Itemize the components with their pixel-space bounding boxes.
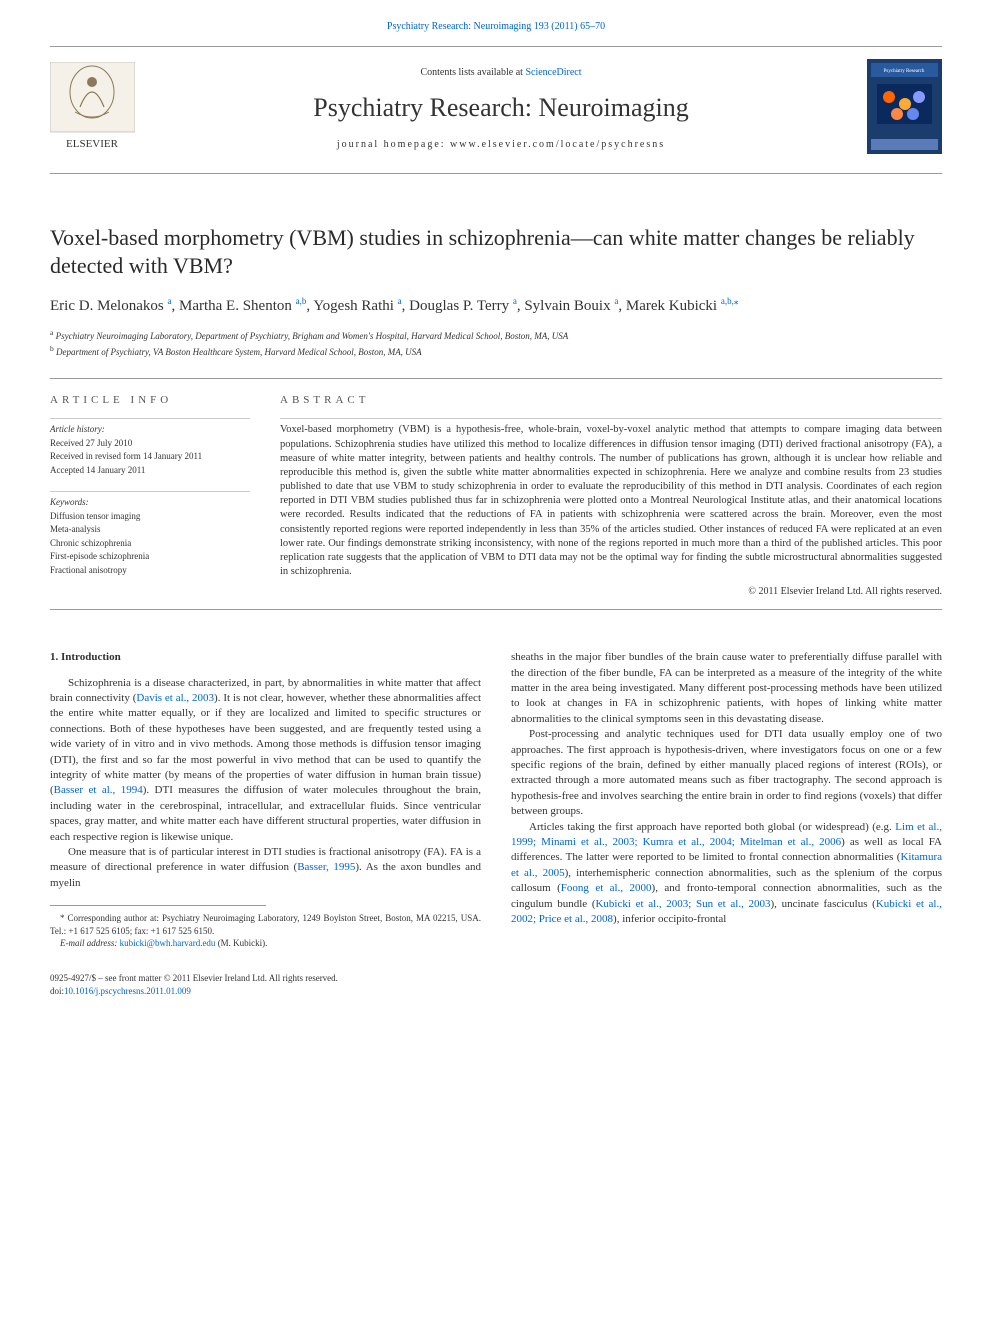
keyword: Fractional anisotropy bbox=[50, 564, 250, 578]
citation-link[interactable]: Kubicki et al., 2003; Sun et al., 2003 bbox=[595, 898, 770, 910]
contents-prefix: Contents lists available at bbox=[420, 67, 525, 78]
history-label: Article history: bbox=[50, 423, 250, 437]
email-label: E-mail address: bbox=[60, 938, 120, 948]
affil-mark[interactable]: a,b bbox=[296, 296, 307, 306]
body-col-left: 1. Introduction Schizophrenia is a disea… bbox=[50, 650, 481, 997]
citation-link[interactable]: Basser, 1995 bbox=[297, 861, 355, 873]
body-paragraph: Articles taking the first approach have … bbox=[511, 820, 942, 928]
corr-text: * Corresponding author at: Psychiatry Ne… bbox=[50, 912, 481, 937]
contents-line: Contents lists available at ScienceDirec… bbox=[135, 66, 867, 80]
keyword: Meta-analysis bbox=[50, 523, 250, 537]
journal-name: Psychiatry Research: Neuroimaging bbox=[135, 90, 867, 126]
corresponding-footnote: * Corresponding author at: Psychiatry Ne… bbox=[50, 912, 481, 950]
homepage-line: journal homepage: www.elsevier.com/locat… bbox=[135, 138, 867, 152]
text: ), inferior occipito-frontal bbox=[613, 913, 726, 925]
keyword: Chronic schizophrenia bbox=[50, 537, 250, 551]
front-matter: 0925-4927/$ – see front matter © 2011 El… bbox=[50, 972, 338, 985]
abstract-text: Voxel-based morphometry (VBM) is a hypot… bbox=[280, 423, 942, 579]
doi-link[interactable]: 10.1016/j.pscychresns.2011.01.009 bbox=[64, 986, 191, 996]
text: ), uncinate fasciculus ( bbox=[771, 898, 876, 910]
corr-mark[interactable]: ⁎ bbox=[734, 296, 739, 306]
abstract-heading: ABSTRACT bbox=[280, 393, 942, 408]
keyword: Diffusion tensor imaging bbox=[50, 510, 250, 524]
svg-text:Psychiatry Research: Psychiatry Research bbox=[884, 69, 925, 74]
homepage-url[interactable]: www.elsevier.com/locate/psychresns bbox=[450, 139, 665, 150]
body-col-right: sheaths in the major fiber bundles of th… bbox=[511, 650, 942, 997]
author: Eric D. Melonakos bbox=[50, 298, 164, 314]
article-title: Voxel-based morphometry (VBM) studies in… bbox=[50, 224, 942, 281]
svg-text:ELSEVIER: ELSEVIER bbox=[66, 138, 119, 150]
journal-header: ELSEVIER Contents lists available at Sci… bbox=[50, 46, 942, 174]
article-info-heading: ARTICLE INFO bbox=[50, 393, 250, 408]
history-accepted: Accepted 14 January 2011 bbox=[50, 464, 250, 478]
history-received: Received 27 July 2010 bbox=[50, 437, 250, 451]
doi-label: doi: bbox=[50, 986, 64, 996]
affil-mark[interactable]: a bbox=[614, 296, 618, 306]
info-abstract-row: ARTICLE INFO Article history: Received 2… bbox=[50, 378, 942, 610]
journal-cover: Psychiatry Research bbox=[867, 59, 942, 159]
affil-mark[interactable]: a bbox=[167, 296, 171, 306]
keywords-label: Keywords: bbox=[50, 496, 250, 510]
top-citation: Psychiatry Research: Neuroimaging 193 (2… bbox=[50, 20, 942, 34]
author: Yogesh Rathi bbox=[313, 298, 394, 314]
text: ). It is not clear, however, whether the… bbox=[50, 692, 481, 796]
abstract: ABSTRACT Voxel-based morphometry (VBM) i… bbox=[280, 393, 942, 599]
affiliations: a Psychiatry Neuroimaging Laboratory, De… bbox=[50, 327, 942, 360]
body-paragraph: Schizophrenia is a disease characterized… bbox=[50, 676, 481, 845]
header-center: Contents lists available at ScienceDirec… bbox=[135, 66, 867, 152]
author: Douglas P. Terry bbox=[409, 298, 509, 314]
elsevier-logo: ELSEVIER bbox=[50, 62, 135, 157]
citation-link[interactable]: Basser et al., 1994 bbox=[54, 784, 143, 796]
homepage-label: journal homepage: bbox=[337, 139, 450, 150]
authors-line: Eric D. Melonakos a, Martha E. Shenton a… bbox=[50, 295, 942, 317]
body-paragraph: One measure that is of particular intere… bbox=[50, 845, 481, 891]
body-paragraph: Post-processing and analytic techniques … bbox=[511, 727, 942, 819]
body-paragraph: sheaths in the major fiber bundles of th… bbox=[511, 650, 942, 727]
citation-link[interactable]: Davis et al., 2003 bbox=[136, 692, 214, 704]
affil-mark[interactable]: a,b, bbox=[721, 296, 734, 306]
affiliation-a: Psychiatry Neuroimaging Laboratory, Depa… bbox=[56, 331, 569, 341]
author: Martha E. Shenton bbox=[179, 298, 292, 314]
affil-mark[interactable]: a bbox=[398, 296, 402, 306]
section-1-heading: 1. Introduction bbox=[50, 650, 481, 665]
footnote-separator bbox=[50, 905, 266, 906]
abstract-copyright: © 2011 Elsevier Ireland Ltd. All rights … bbox=[280, 585, 942, 599]
body-columns: 1. Introduction Schizophrenia is a disea… bbox=[50, 650, 942, 997]
history-revised: Received in revised form 14 January 2011 bbox=[50, 450, 250, 464]
affil-mark[interactable]: a bbox=[513, 296, 517, 306]
email-link[interactable]: kubicki@bwh.harvard.edu bbox=[120, 938, 216, 948]
text: Articles taking the first approach have … bbox=[529, 821, 895, 833]
keyword: First-episode schizophrenia bbox=[50, 550, 250, 564]
article-info: ARTICLE INFO Article history: Received 2… bbox=[50, 393, 250, 599]
email-person: (M. Kubicki). bbox=[215, 938, 267, 948]
affiliation-b: Department of Psychiatry, VA Boston Heal… bbox=[56, 347, 422, 357]
footer: 0925-4927/$ – see front matter © 2011 El… bbox=[50, 964, 481, 997]
author: Marek Kubicki bbox=[626, 298, 717, 314]
author: Sylvain Bouix bbox=[524, 298, 610, 314]
top-citation-link[interactable]: Psychiatry Research: Neuroimaging 193 (2… bbox=[387, 21, 605, 32]
citation-link[interactable]: Foong et al., 2000 bbox=[561, 882, 652, 894]
sciencedirect-link[interactable]: ScienceDirect bbox=[525, 67, 581, 78]
